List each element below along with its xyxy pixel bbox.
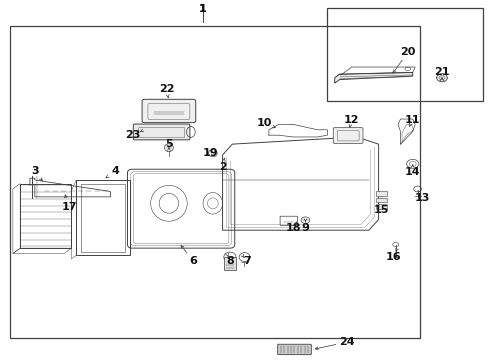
Text: 22: 22	[159, 84, 174, 94]
Bar	[10, 26, 419, 338]
Text: 3: 3	[31, 166, 39, 176]
Text: 20: 20	[399, 47, 415, 57]
Bar	[375, 191, 386, 196]
FancyBboxPatch shape	[277, 344, 311, 355]
Text: 2: 2	[218, 162, 226, 172]
Bar	[327, 8, 483, 101]
Text: 14: 14	[404, 167, 420, 177]
Text: 1: 1	[199, 4, 206, 14]
Text: 12: 12	[344, 115, 359, 125]
FancyBboxPatch shape	[133, 124, 189, 140]
FancyBboxPatch shape	[142, 99, 195, 123]
Text: 5: 5	[165, 139, 172, 149]
Text: 19: 19	[202, 148, 218, 158]
FancyBboxPatch shape	[332, 128, 362, 143]
Text: 4: 4	[111, 166, 119, 176]
Text: 24: 24	[338, 337, 354, 347]
Text: 10: 10	[256, 118, 271, 128]
Text: 11: 11	[404, 115, 420, 125]
Bar	[375, 198, 386, 202]
Text: 16: 16	[385, 252, 400, 262]
Polygon shape	[334, 72, 412, 83]
Text: 8: 8	[225, 256, 233, 266]
Text: 7: 7	[243, 256, 250, 266]
Text: 13: 13	[414, 193, 429, 203]
Bar	[81, 184, 125, 252]
Text: 1: 1	[199, 4, 206, 14]
Text: 23: 23	[124, 130, 140, 140]
Text: 15: 15	[372, 206, 388, 216]
Bar	[76, 180, 130, 255]
Text: 9: 9	[301, 224, 309, 233]
Text: 18: 18	[285, 224, 301, 233]
Text: 6: 6	[189, 256, 197, 266]
Bar	[224, 257, 235, 270]
Text: 17: 17	[61, 202, 77, 212]
Text: 21: 21	[433, 67, 449, 77]
Bar	[375, 204, 386, 209]
